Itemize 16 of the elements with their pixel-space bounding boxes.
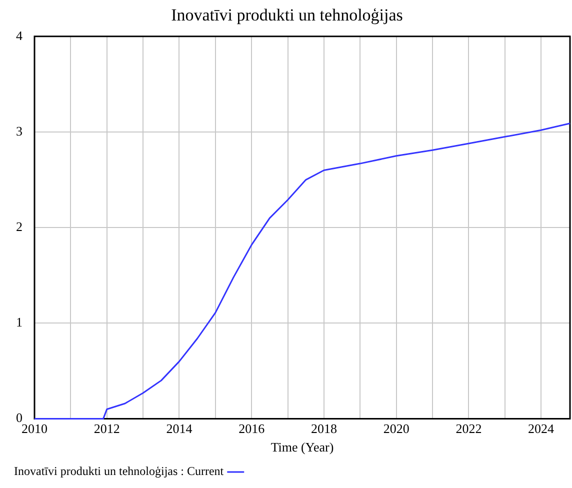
y-tick-label: 4 (16, 28, 23, 43)
y-tick-label: 0 (16, 410, 22, 426)
x-tick-label: 2018 (310, 421, 337, 436)
x-tick-label: 2024 (528, 421, 555, 436)
chart-title: Inovatīvi produkti un tehnoloģijas (171, 6, 403, 25)
x-tick-label: 2016 (238, 421, 266, 436)
y-tick-label: 3 (16, 123, 22, 138)
x-tick-label: 2020 (383, 421, 410, 436)
x-tick-label: 2014 (166, 421, 193, 436)
y-tick-label: 1 (16, 314, 22, 330)
legend-label: Inovatīvi produkti un tehnoloģijas : Current (14, 464, 224, 478)
y-tick-label: 2 (16, 219, 22, 234)
x-tick-label: 2010 (22, 421, 48, 436)
x-tick-label: 2012 (94, 421, 120, 436)
x-tick-label: 2022 (456, 421, 482, 436)
x-axis-title: Time (Year) (270, 440, 334, 455)
